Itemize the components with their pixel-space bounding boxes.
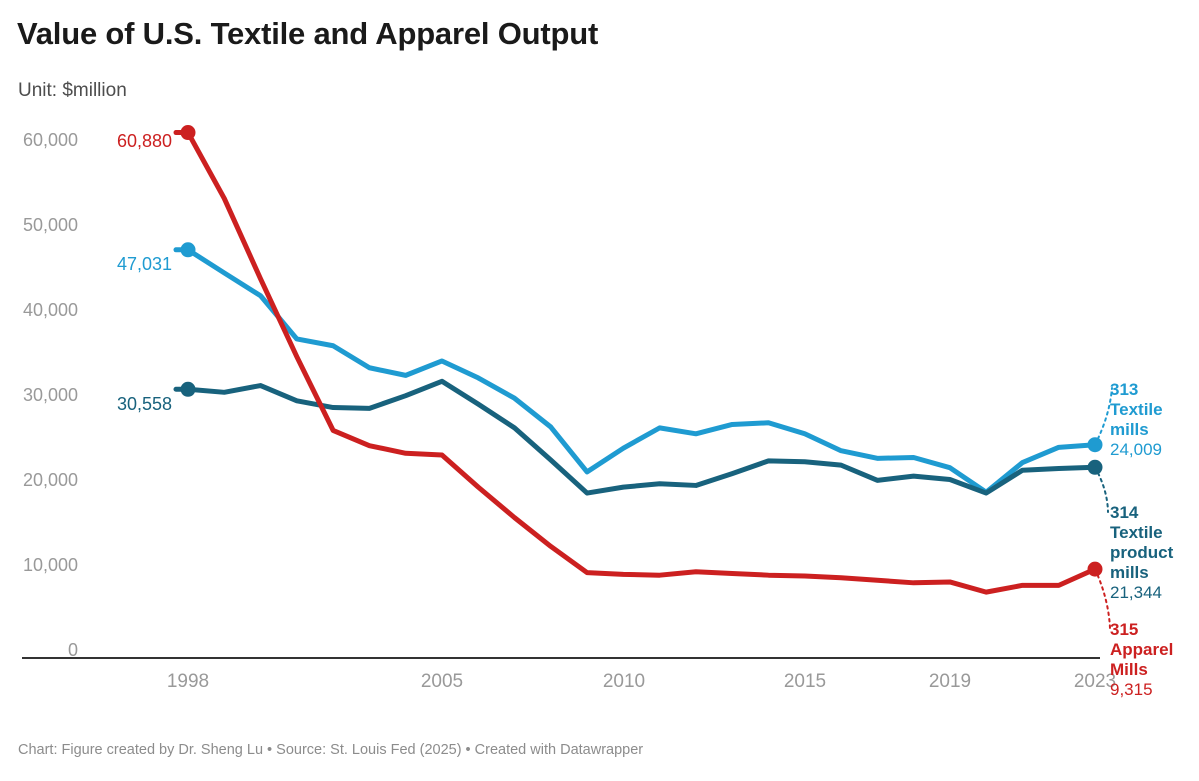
series-value-315: 9,315 (1110, 680, 1153, 700)
start-label-textile-product-mills: 30,558 (116, 394, 172, 414)
x-axis-tick-2019: 2019 (928, 671, 972, 692)
series-name-313-line2: mills (1110, 420, 1149, 440)
x-axis-tick-2010: 2010 (602, 671, 646, 692)
series-name-315-line2: Mills (1110, 660, 1148, 680)
series-name-313-line1: Textile (1110, 400, 1163, 420)
series-line-315 (185, 130, 1098, 595)
series-line-314 (185, 378, 1098, 496)
series-name-314-line1: Textile (1110, 523, 1163, 543)
start-label-apparel-mills: 60,880 (116, 131, 172, 151)
y-axis-tick-10000: 10,000 (22, 555, 78, 575)
chart-footer: Chart: Figure created by Dr. Sheng Lu • … (18, 742, 644, 758)
x-axis-tick-2015: 2015 (783, 671, 827, 692)
leader-315 (1094, 568, 1111, 629)
y-axis-tick-50000: 50,000 (22, 215, 78, 235)
chart-subtitle: Unit: $million (18, 80, 127, 101)
series-name-314-line3: mills (1110, 563, 1149, 583)
leader-313 (1094, 387, 1113, 446)
series-name-314-line2: product (1110, 543, 1174, 563)
x-axis-tick-1998: 1998 (166, 671, 210, 692)
y-axis-tick-60000: 60,000 (22, 130, 78, 150)
series-code-314: 314 (1110, 503, 1139, 522)
series-name-315-line1: Apparel (1110, 640, 1174, 660)
series-label-314: 314 Textile product mills 21,344 (1110, 503, 1173, 603)
series-line-313 (185, 247, 1098, 495)
x-axis-tick-2023: 2023 (1073, 671, 1117, 692)
start-label-textile-mills: 47,031 (116, 254, 172, 274)
page-title: Value of U.S. Textile and Apparel Output (17, 16, 599, 51)
series-label-313: 313 Textile mills 24,009 (1110, 380, 1163, 460)
x-axis-line (22, 657, 1100, 659)
series-label-315: 315 Apparel Mills 9,315 (1110, 620, 1173, 700)
x-axis-tick-2005: 2005 (420, 671, 464, 692)
y-axis-tick-40000: 40,000 (22, 300, 78, 320)
series-code-315: 315 (1110, 620, 1139, 639)
y-axis-tick-30000: 30,000 (22, 385, 78, 405)
y-axis-tick-20000: 20,000 (22, 470, 78, 490)
series-value-314: 21,344 (1110, 583, 1162, 603)
series-code-313: 313 (1110, 380, 1139, 399)
series-value-313: 24,009 (1110, 440, 1162, 460)
y-axis-tick-0: 0 (67, 640, 78, 660)
